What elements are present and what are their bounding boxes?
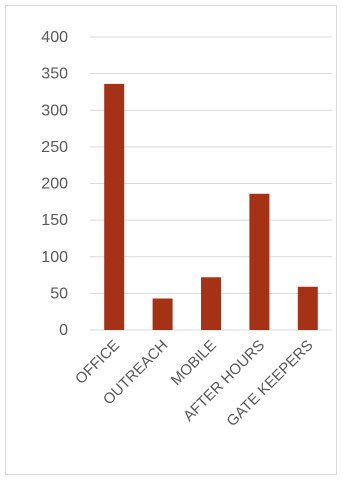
y-tick-label: 150 <box>41 212 68 229</box>
y-tick-label: 400 <box>41 29 68 46</box>
y-tick-label: 250 <box>41 139 68 156</box>
chart-frame <box>5 5 337 475</box>
bar-mobile <box>201 277 221 330</box>
y-axis-ticks: 0 50 100 150 200 250 300 350 400 <box>41 29 68 339</box>
bars <box>104 83 318 330</box>
y-tick-label: 50 <box>50 285 68 302</box>
y-tick-label: 100 <box>41 249 68 266</box>
bar-outreach <box>152 298 173 330</box>
y-tick-label: 350 <box>41 66 68 83</box>
y-tick-label: 300 <box>41 102 68 119</box>
x-tick-label: GATE KEEPERS <box>223 337 316 430</box>
y-tick-label: 0 <box>59 322 68 339</box>
bar-after-hours <box>249 193 270 330</box>
bar-gate-keepers <box>297 286 318 330</box>
y-tick-label: 200 <box>41 176 68 193</box>
bar-office <box>104 83 125 330</box>
